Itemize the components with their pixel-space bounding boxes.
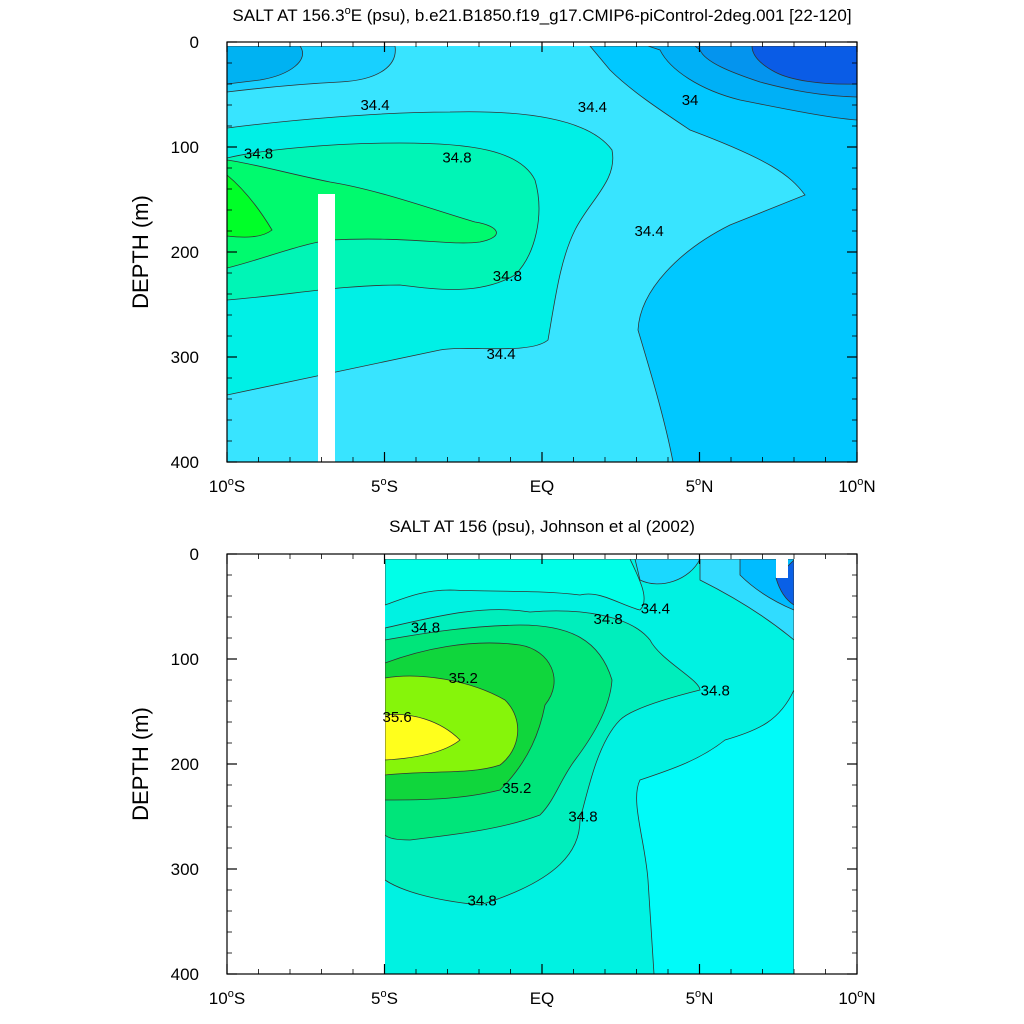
observation-y-tick-label: 400: [171, 965, 199, 984]
model-contour-label: 34.8: [493, 268, 522, 285]
model-panel-title: SALT AT 156.3oE (psu), b.e21.B1850.f19_g…: [232, 5, 851, 25]
observation-contour-label: 35.2: [449, 670, 478, 687]
observation-y-tick-label: 100: [171, 650, 199, 669]
observation-x-tick-label: 10oS: [209, 988, 245, 1008]
observation-contour-label: 35.6: [382, 709, 411, 726]
model-y-tick-label: 300: [171, 348, 199, 367]
model-x-tick-label: 10oS: [209, 476, 245, 496]
observation-x-tick-label: 10oN: [838, 988, 875, 1008]
observation-contour-label: 34.8: [468, 893, 497, 910]
observation-y-tick-label: 200: [171, 755, 199, 774]
model-contour-field: [227, 42, 857, 462]
observation-y-tick-label: 0: [190, 545, 199, 564]
observation-panel: SALT AT 156 (psu), Johnson et al (2002): [128, 517, 876, 1008]
observation-contour-field: [227, 554, 857, 974]
observation-panel-title: SALT AT 156 (psu), Johnson et al (2002): [389, 517, 695, 536]
observation-contour-label: 34.8: [701, 683, 730, 700]
model-contour-label: 34.8: [442, 150, 471, 167]
observation-y-axis-label: DEPTH (m): [128, 707, 153, 821]
model-y-tick-label: 400: [171, 453, 199, 472]
model-contour-label: 34.4: [634, 223, 663, 240]
model-x-tick-label: 5oS: [371, 476, 398, 496]
observation-contour-label: 34.8: [411, 620, 440, 637]
model-contour-label: 34.4: [360, 97, 389, 114]
observation-contour-label: 35.2: [502, 780, 531, 797]
observation-axes: 10oS 5oS EQ 5oN 10oN 0 100 200 300 400: [171, 545, 876, 1008]
observation-y-tick-label: 300: [171, 860, 199, 879]
observation-contour-label: 34.8: [594, 611, 623, 628]
model-y-tick-label: 200: [171, 243, 199, 262]
model-contour-label: 34.4: [578, 99, 607, 116]
model-y-tick-label: 100: [171, 138, 199, 157]
model-contour-label: 34.8: [244, 145, 273, 162]
observation-contour-label: 34.8: [568, 809, 597, 826]
model-axes: 10oS 5oS EQ 5oN 10oN 0 100 200 300 400: [171, 33, 876, 496]
observation-x-tick-label: 5oN: [686, 988, 714, 1008]
model-x-tick-label: 5oN: [686, 476, 714, 496]
model-y-axis-label: DEPTH (m): [128, 195, 153, 309]
model-panel: SALT AT 156.3oE (psu), b.e21.B1850.f19_g…: [128, 5, 876, 496]
model-contour-label: 34.4: [486, 346, 515, 363]
model-y-tick-label: 0: [190, 33, 199, 52]
observation-contour-labels: 34.8 34.8 34.4 35.2 34.8 35.6 35.2 34.8 34.8: [382, 601, 729, 910]
model-contour-labels: 34.4 34.4 34 34.8 34.8 34.4 34.8 34.4: [244, 92, 698, 363]
model-contour-label: 34: [682, 92, 699, 109]
observation-x-tick-label: EQ: [530, 989, 555, 1008]
model-x-tick-label: 10oN: [838, 476, 875, 496]
observation-x-tick-label: 5oS: [371, 988, 398, 1008]
observation-contour-label: 34.4: [641, 601, 670, 618]
model-x-tick-label: EQ: [530, 477, 555, 496]
